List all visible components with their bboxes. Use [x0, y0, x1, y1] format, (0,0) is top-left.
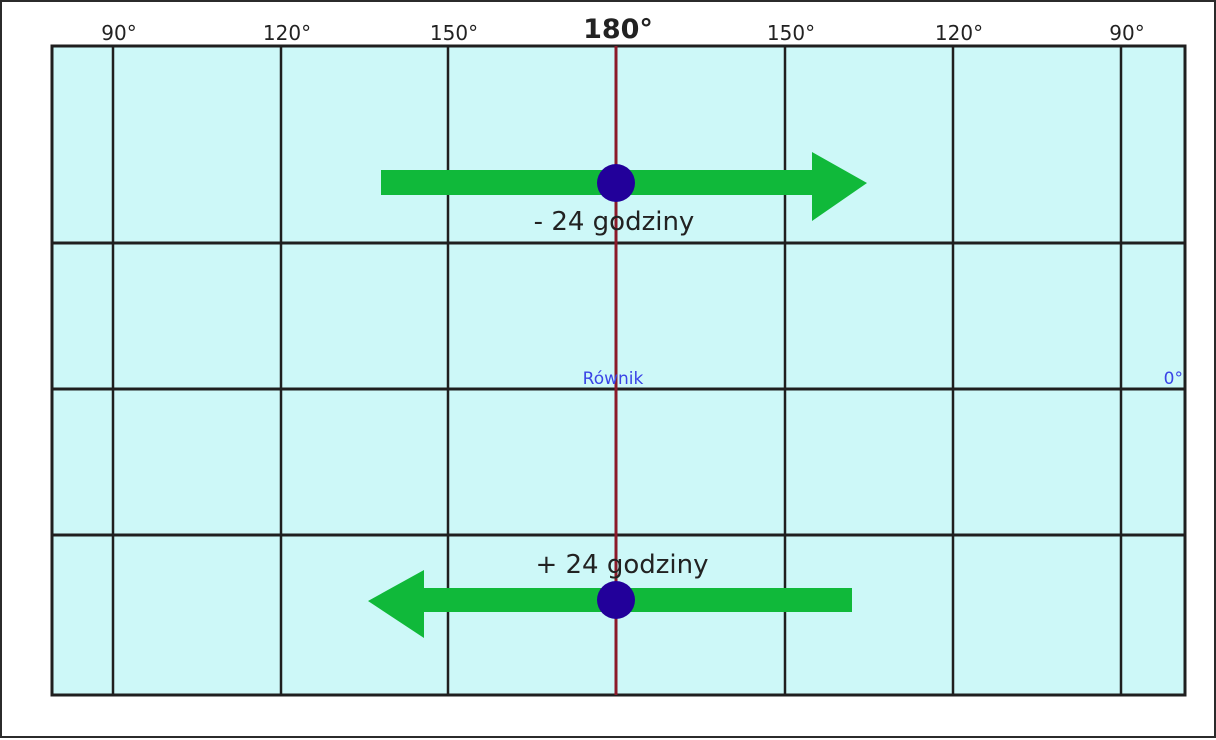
longitude-label-90w: 90°: [101, 21, 136, 45]
equator-degree-label: 0°: [1164, 369, 1183, 389]
longitude-label-120e: 120°: [935, 21, 983, 45]
top-arrow-label: - 24 godziny: [534, 207, 695, 237]
longitude-label-150w: 150°: [430, 21, 478, 45]
longitude-label-150e: 150°: [767, 21, 815, 45]
longitude-label-180: 180°: [583, 14, 653, 45]
crossing-point-bottom: [597, 581, 635, 619]
crossing-point-top: [597, 164, 635, 202]
bottom-arrow-label: + 24 godziny: [535, 550, 708, 580]
equator-label: Równik: [583, 369, 644, 389]
longitude-label-90e: 90°: [1109, 21, 1144, 45]
longitude-label-120w: 120°: [263, 21, 311, 45]
